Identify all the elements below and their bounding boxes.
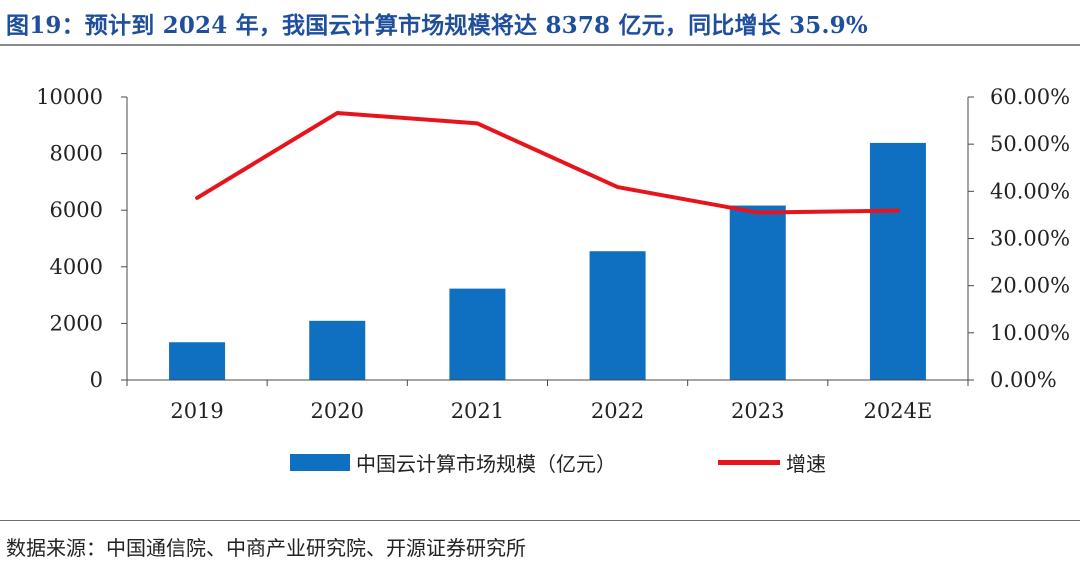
- y-right-tick-label: 30.00%: [990, 227, 1070, 251]
- legend-swatch-line: [718, 459, 780, 465]
- y-right-tick-label: 10.00%: [990, 321, 1070, 345]
- bar-2023: [729, 205, 786, 380]
- x-tick-label: 2019: [170, 399, 223, 423]
- y-left-tick-label: 2000: [50, 311, 103, 335]
- y-left-tick-label: 4000: [50, 255, 103, 279]
- bar-2020: [309, 320, 366, 380]
- y-left-tick-label: 0: [90, 368, 103, 392]
- y-right-tick-label: 60.00%: [990, 85, 1070, 109]
- title-rule: [0, 44, 1080, 46]
- y-right-tick-label: 20.00%: [990, 274, 1070, 298]
- bar-2022: [589, 251, 646, 380]
- figure-title: 图19：预计到 2024 年，我国云计算市场规模将达 8378 亿元，同比增长 …: [6, 12, 868, 39]
- y-right-tick-label: 40.00%: [990, 179, 1070, 203]
- bar-2019: [169, 342, 226, 380]
- y-right-tick-label: 0.00%: [990, 368, 1057, 392]
- x-tick-label: 2021: [451, 399, 504, 423]
- legend-label-line: 增速: [786, 451, 826, 476]
- legend-item-line: 增速: [718, 446, 826, 478]
- y-left-tick-label: 6000: [50, 198, 103, 222]
- source-rule: [0, 520, 1080, 521]
- source-note: 数据来源：中国通信院、中商产业研究院、开源证券研究所: [6, 536, 526, 560]
- y-right-tick-label: 50.00%: [990, 132, 1070, 156]
- y-left-tick-label: 8000: [50, 142, 103, 166]
- x-tick-label: 2024E: [864, 399, 933, 423]
- combo-chart: 0 2000 4000 6000 8000 10000 0.00% 10.00% 20.00% 3…: [36, 85, 1070, 423]
- x-tick-label: 2023: [731, 399, 784, 423]
- x-tick-label: 2020: [311, 399, 364, 423]
- bar-2021: [449, 288, 506, 380]
- bar-2024E: [869, 142, 926, 380]
- legend-item-bars: 中国云计算市场规模（亿元）: [290, 446, 616, 478]
- y-left-tick-label: 10000: [36, 85, 103, 109]
- legend-swatch-bars: [290, 453, 350, 471]
- growth-line: [195, 111, 900, 215]
- x-tick-label: 2022: [591, 399, 644, 423]
- legend-label-bars: 中国云计算市场规模（亿元）: [356, 451, 616, 476]
